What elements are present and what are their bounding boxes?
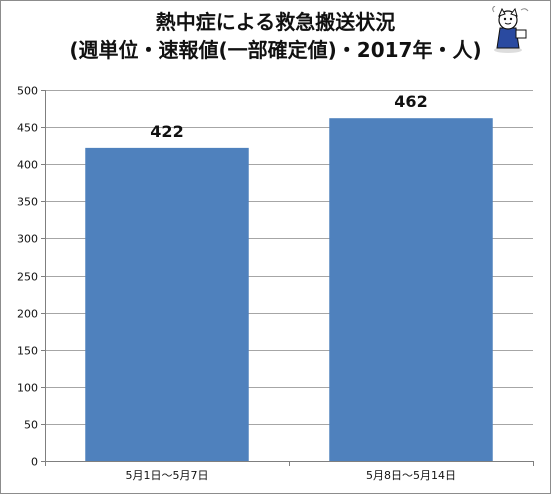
y-tick-label: 500 <box>17 85 38 98</box>
y-tick-label: 350 <box>17 196 38 209</box>
y-tick-label: 0 <box>31 456 38 469</box>
bar <box>329 118 493 462</box>
bar <box>85 147 249 461</box>
chart-title: 熱中症による救急搬送状況 (週単位・速報値(一部確定値)・2017年・人) <box>0 8 551 64</box>
chart-title-line1: 熱中症による救急搬送状況 <box>155 10 396 34</box>
bars <box>85 118 493 462</box>
labels: 0 50 100 150 200 250 300 350 400 450 500 422 5月1日～5月… <box>17 85 456 483</box>
axes <box>41 90 534 466</box>
x-tick-label: 5月1日～5月7日 <box>126 469 209 482</box>
y-tick-label: 150 <box>17 345 38 358</box>
chart-title-line2: (週単位・速報値(一部確定値)・2017年・人) <box>69 38 482 62</box>
data-label: 462 <box>394 92 427 111</box>
y-tick-label: 50 <box>24 419 38 432</box>
y-tick-label: 300 <box>17 233 38 246</box>
x-tick-label: 5月8日～5月14日 <box>366 469 456 482</box>
y-tick-label: 200 <box>17 308 38 321</box>
y-tick-label: 450 <box>17 122 38 135</box>
data-label: 422 <box>150 122 183 141</box>
y-tick-label: 100 <box>17 382 38 395</box>
mascot-character-icon <box>488 5 534 58</box>
y-tick-label: 250 <box>17 271 38 284</box>
y-tick-label: 400 <box>17 159 38 172</box>
